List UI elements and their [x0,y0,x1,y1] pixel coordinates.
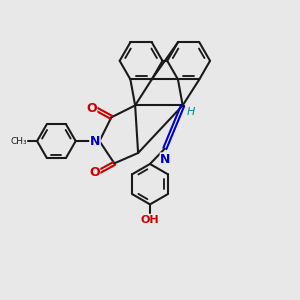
Text: O: O [86,102,97,115]
Text: H: H [187,107,196,117]
Text: O: O [89,166,100,179]
Text: N: N [160,153,171,166]
Text: OH: OH [141,215,159,225]
Text: N: N [90,135,100,148]
Text: CH₃: CH₃ [10,136,27,146]
